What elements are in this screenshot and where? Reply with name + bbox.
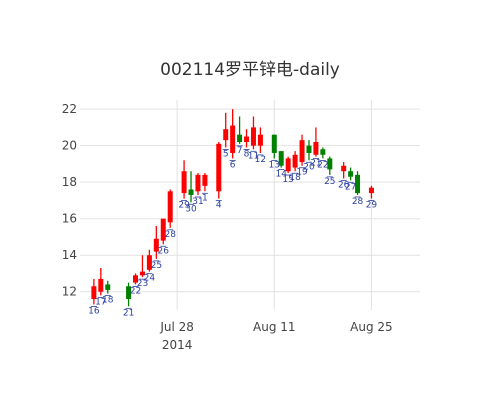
data-label: 25 xyxy=(151,261,162,271)
y-tick-label: 20 xyxy=(62,139,77,153)
data-label: 26 xyxy=(338,181,350,191)
candle-body xyxy=(341,165,347,172)
candle-body xyxy=(133,275,139,283)
candle-body xyxy=(285,158,291,172)
candle-body xyxy=(348,171,354,177)
candle-body xyxy=(244,136,250,142)
y-tick-label: 14 xyxy=(62,248,77,262)
data-label: 14 xyxy=(275,170,287,180)
y-tick-label: 12 xyxy=(62,285,77,299)
data-label: 28 xyxy=(164,230,176,240)
candle-body xyxy=(139,271,145,276)
candle-body xyxy=(257,134,263,146)
y-tick-label: 22 xyxy=(62,102,77,116)
data-label: 21 xyxy=(310,159,321,169)
data-label: 29 xyxy=(366,201,378,211)
data-label: 23 xyxy=(137,279,148,289)
data-label: 12 xyxy=(255,155,266,165)
data-label: 29 xyxy=(178,201,190,211)
y-tick-label: 16 xyxy=(62,212,77,226)
data-label: 24 xyxy=(144,274,156,284)
candle-body xyxy=(160,218,166,241)
y-tick-label: 18 xyxy=(62,175,77,189)
candle-body xyxy=(181,171,187,194)
candle-body xyxy=(195,174,201,192)
candle-body xyxy=(216,143,222,192)
data-label: 18 xyxy=(289,173,301,183)
x-tick-label: Aug 25 xyxy=(350,320,393,334)
data-label: 26 xyxy=(158,246,170,256)
candle-body xyxy=(202,174,208,186)
candle-body xyxy=(153,238,159,252)
data-label: 27 xyxy=(345,182,356,192)
data-label: 21 xyxy=(123,308,134,318)
candle-body xyxy=(237,134,243,142)
candle-body xyxy=(368,187,374,194)
candle-body xyxy=(98,278,104,292)
candle-body xyxy=(167,191,173,223)
candle-body xyxy=(313,142,319,155)
candle-body xyxy=(299,140,305,163)
candle-body xyxy=(306,145,312,153)
candle-body xyxy=(292,154,298,168)
candle-body xyxy=(355,174,361,194)
candle-body xyxy=(327,158,333,170)
x-tick-label: Aug 11 xyxy=(253,320,296,334)
data-label: 22 xyxy=(317,160,328,170)
candle-body xyxy=(250,127,256,146)
data-label: 31 xyxy=(192,197,203,207)
data-label: 22 xyxy=(130,286,141,296)
data-label: 19 xyxy=(296,168,308,178)
data-label: 7 xyxy=(237,146,243,156)
x-tick-sublabel: 2014 xyxy=(162,338,193,352)
data-label: 4 xyxy=(216,201,222,211)
candle-body xyxy=(188,189,194,195)
candle-layer xyxy=(91,109,374,307)
candle-body xyxy=(271,134,277,153)
data-label: 17 xyxy=(95,297,106,307)
chart-title: 002114罗平锌电-daily xyxy=(160,60,340,80)
candle-body xyxy=(91,286,97,300)
data-label: 28 xyxy=(352,197,364,207)
candle-body xyxy=(126,286,132,300)
candle-body xyxy=(278,151,284,166)
data-label: 30 xyxy=(185,204,197,214)
data-label: 13 xyxy=(269,160,280,170)
candle-body xyxy=(105,284,111,290)
data-label: 25 xyxy=(324,177,335,187)
data-label: 15 xyxy=(282,175,293,185)
x-tick-label: Jul 28 xyxy=(159,320,194,334)
data-label: 20 xyxy=(303,162,315,172)
candle-body xyxy=(230,125,236,153)
candle-body xyxy=(320,149,326,155)
data-label: 11 xyxy=(248,151,259,161)
data-label: 16 xyxy=(88,307,100,317)
candle-body xyxy=(223,129,229,141)
data-label: 6 xyxy=(230,160,236,170)
data-label: 8 xyxy=(244,149,250,159)
grid-layer xyxy=(80,100,420,310)
data-label: 5 xyxy=(223,149,229,159)
candle-body xyxy=(146,255,152,270)
data-label: 1 xyxy=(202,193,208,203)
data-label: 18 xyxy=(102,296,114,306)
